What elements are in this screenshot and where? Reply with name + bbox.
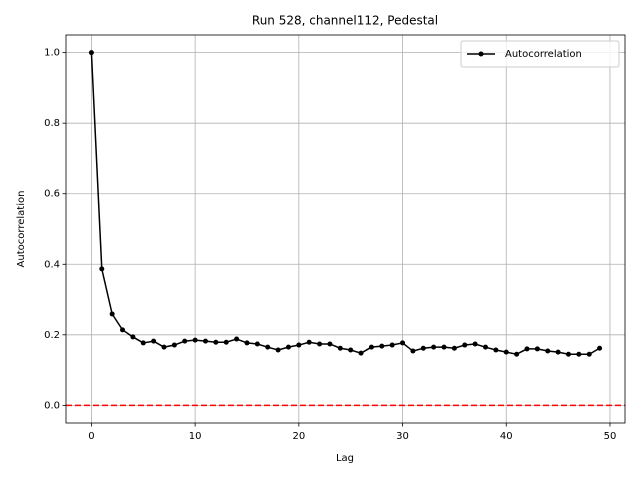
data-point — [285, 344, 291, 350]
plot-frame — [65, 34, 626, 424]
data-point — [503, 349, 509, 355]
data-point — [244, 340, 250, 346]
data-point — [576, 351, 582, 357]
data-point — [545, 348, 551, 354]
data-point — [555, 349, 561, 355]
data-point — [213, 339, 219, 345]
data-point — [400, 340, 406, 346]
data-line — [90, 52, 600, 356]
data-point — [161, 344, 167, 350]
y-tick-label: 0.2 — [44, 330, 60, 341]
data-point — [514, 351, 520, 357]
data-point — [192, 337, 198, 343]
data-point — [171, 342, 177, 348]
y-tick-label: 0.0 — [44, 400, 60, 411]
data-point — [462, 342, 468, 348]
data-point — [130, 334, 136, 340]
data-point — [275, 347, 281, 353]
data-point — [223, 339, 229, 345]
data-point — [88, 50, 94, 56]
x-tick-label: 50 — [604, 431, 617, 442]
data-point — [109, 311, 115, 317]
data-point — [348, 347, 354, 353]
data-point — [140, 340, 146, 346]
data-point — [120, 327, 126, 333]
x-tick-label: 10 — [189, 431, 202, 442]
legend-label: Autocorrelation — [505, 49, 582, 60]
y-axis-label: Autocorrelation — [16, 191, 27, 268]
data-point — [586, 351, 592, 357]
data-point — [410, 348, 416, 354]
legend-box — [460, 40, 620, 68]
data-point — [389, 342, 395, 348]
data-point — [337, 345, 343, 351]
data-point — [327, 341, 333, 347]
y-tick-label: 1.0 — [44, 48, 60, 59]
data-point — [431, 344, 437, 350]
x-tick-label: 30 — [396, 431, 409, 442]
data-point — [493, 347, 499, 353]
data-point — [296, 342, 302, 348]
data-point — [565, 351, 571, 357]
x-axis-label: Lag — [336, 453, 354, 464]
data-point — [99, 266, 105, 272]
y-tick-label: 0.8 — [44, 118, 60, 129]
x-tick-label: 0 — [88, 431, 94, 442]
data-point — [441, 344, 447, 350]
data-point — [472, 341, 478, 347]
data-point — [597, 345, 603, 351]
legend-marker — [478, 51, 484, 57]
data-point — [202, 338, 208, 344]
data-point — [306, 339, 312, 345]
data-point — [420, 345, 426, 351]
y-tick-label: 0.6 — [44, 189, 60, 200]
data-point — [358, 350, 364, 356]
data-point — [182, 338, 188, 344]
y-tick-label: 0.4 — [44, 259, 60, 270]
data-point — [317, 341, 323, 347]
x-tick-label: 20 — [292, 431, 305, 442]
data-point — [524, 346, 530, 352]
data-point — [379, 343, 385, 349]
data-point — [151, 338, 157, 344]
data-point — [451, 345, 457, 351]
chart-title: Run 528, channel112, Pedestal — [252, 14, 438, 28]
data-point — [534, 346, 540, 352]
data-point — [254, 341, 260, 347]
data-point — [265, 344, 271, 350]
data-point — [483, 344, 489, 350]
data-point — [234, 336, 240, 342]
data-point — [368, 344, 374, 350]
x-tick-label: 40 — [500, 431, 513, 442]
